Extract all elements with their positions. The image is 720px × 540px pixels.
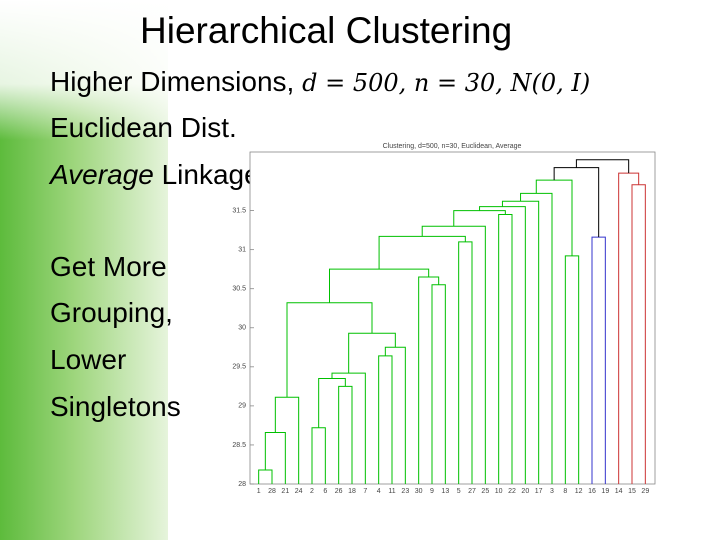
leaf-label: 19 [601,488,609,495]
leaf-label: 8 [563,488,567,495]
leaf-label: 24 [295,488,303,495]
bullet-text: Euclidean Dist. [50,112,237,143]
bullet-text: Higher Dimensions, [50,66,303,97]
bullet-emph: Average [50,159,154,190]
leaf-label: 18 [348,488,356,495]
dendrogram-link [331,372,366,484]
leaf-label: 14 [615,488,623,495]
bullet-text: Singletons [50,391,181,422]
plot-frame [249,151,656,485]
leaf-label: 12 [575,488,583,495]
bullet: Higher Dimensions, d = 500, n = 30, N(0,… [50,66,590,98]
bullet-math: d = 500, n = 30, N(0, I) [302,69,591,97]
leaf-label: 25 [481,488,489,495]
y-tick-label: 30.5 [232,286,246,293]
leaf-label: 23 [401,488,409,495]
leaf-label: 4 [377,488,381,495]
y-tick-label: 31.5 [232,207,246,214]
bullet-text: Get More [50,251,167,282]
y-tick-label: 28 [238,481,246,488]
leaf-label: 6 [323,488,327,495]
bullet: Lower [50,344,126,376]
leaf-label: 10 [495,488,503,495]
leaf-label: 21 [281,488,289,495]
leaf-label: 28 [268,488,276,495]
leaf-label: 15 [628,488,636,495]
leaf-label: 22 [508,488,516,495]
leaf-label: 1 [257,488,261,495]
y-tick-label: 30 [238,325,246,332]
leaf-label: 9 [430,488,434,495]
leaf-label: 20 [521,488,529,495]
leaf-label: 29 [641,488,649,495]
leaf-label: 30 [415,488,423,495]
leaf-label: 16 [588,488,596,495]
chart-title: Clustering, d=500, n=30, Euclidean, Aver… [383,143,522,150]
dendrogram-link [338,385,353,484]
bullet-text: Linkage [153,159,260,190]
bullet: Get More [50,251,167,283]
dendrogram-link [553,167,600,238]
leaf-label: 2 [310,488,314,495]
leaf-label: 26 [335,488,343,495]
leaf-label: 13 [441,488,449,495]
leaf-label: 5 [457,488,461,495]
y-tick-label: 29.5 [232,364,246,371]
dendrogram-link [618,172,640,484]
dendrogram-link [575,159,630,174]
bullet: Average Linkage [50,159,260,191]
leaf-label: 7 [363,488,367,495]
bullet: Singletons [50,391,181,423]
leaf-label: 11 [388,488,395,495]
dendrogram-link [258,469,273,484]
slide-title: Hierarchical Clustering [140,10,513,51]
leaf-label: 17 [535,488,543,495]
dendrogram-link [421,225,486,484]
y-tick-label: 29 [238,403,246,410]
leaf-label: 3 [550,488,554,495]
bullet: Euclidean Dist. [50,112,237,144]
dendrogram-link [348,332,396,374]
leaf-label: 27 [468,488,476,495]
bullet-text: Lower [50,344,127,375]
bullet-text: Grouping, [50,297,173,328]
top-fade [0,0,720,140]
y-tick-label: 31 [238,246,246,253]
bullet: Grouping, [50,297,173,329]
y-tick-label: 28.5 [232,442,246,449]
